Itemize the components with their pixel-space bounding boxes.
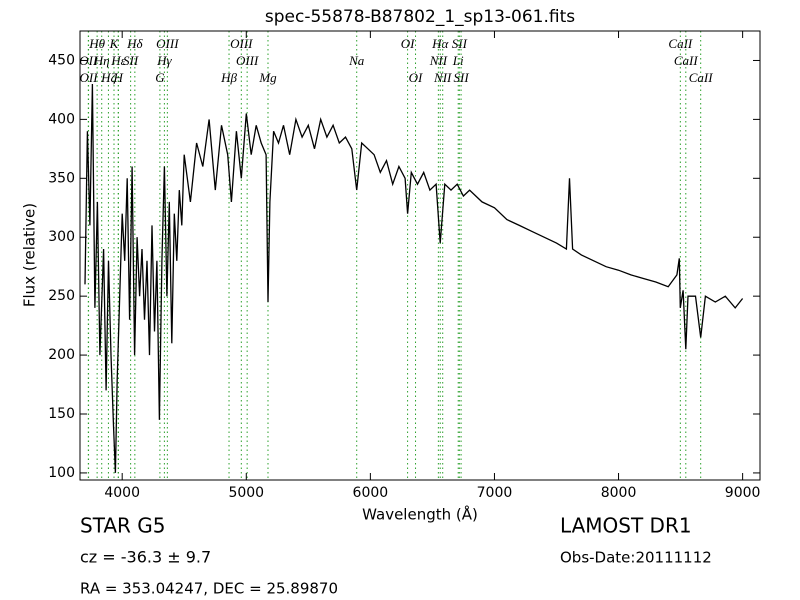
x-tick-label: 4000 — [104, 485, 140, 501]
spectral-line-label: Hθ — [88, 36, 105, 51]
x-tick-label: 7000 — [477, 485, 513, 501]
spectral-line-label: SII — [123, 53, 139, 68]
spectral-line-label: SII — [453, 70, 469, 85]
plot-frame — [79, 30, 761, 481]
coordinates: RA = 353.04247, DEC = 25.89870 — [80, 580, 338, 598]
spectral-line-label: CaII — [668, 36, 693, 51]
y-tick-label: 250 — [48, 288, 75, 304]
spectral-line-label: Hε — [110, 53, 126, 68]
x-tick-label: 9000 — [725, 485, 761, 501]
x-axis-label: Wavelength (Å) — [362, 505, 478, 524]
spectral-line-label: Hη — [93, 53, 110, 68]
spectral-line-label: Hβ — [220, 70, 237, 85]
spectral-line-label: OII — [79, 53, 98, 68]
spectral-line-label: Hα — [431, 36, 449, 51]
object-class: STAR G5 — [80, 514, 166, 538]
spectral-line-label: SII — [452, 36, 468, 51]
y-tick-label: 300 — [48, 229, 75, 245]
spectral-line-label: OIII — [236, 53, 259, 68]
spectral-line-label: Mg — [258, 70, 277, 85]
y-tick-label: 150 — [48, 406, 75, 422]
x-tick-label: 8000 — [601, 485, 637, 501]
spectral-line-label: OIII — [230, 36, 253, 51]
spectral-line-label: NII — [433, 70, 452, 85]
spectral-line-label: OII — [80, 70, 99, 85]
redshift: cz = -36.3 ± 9.7 — [80, 548, 211, 567]
spectral-line-label: OI — [409, 70, 423, 85]
y-tick-label: 100 — [48, 465, 75, 481]
y-axis-label: Flux (relative) — [21, 203, 39, 307]
spectral-line-label: CaII — [689, 70, 714, 85]
spectrum-line — [84, 83, 744, 473]
x-tick-label: 5000 — [228, 485, 264, 501]
chart-title: spec-55878-B87802_1_sp13-061.fits — [265, 7, 575, 27]
spectral-line-label: Hγ — [156, 53, 172, 68]
x-tick-label: 6000 — [353, 485, 389, 501]
spectral-line-label: Na — [348, 53, 365, 68]
spectral-line-label: CaII — [674, 53, 699, 68]
y-tick-label: 400 — [48, 111, 75, 127]
spectral-line-label: OI — [401, 36, 415, 51]
spectral-line-label: H — [113, 70, 124, 85]
y-tick-label: 350 — [48, 170, 75, 186]
spectral-line-label: G — [155, 70, 165, 85]
obs-date: Obs-Date:20111112 — [560, 549, 712, 567]
spectral-line-label: K — [109, 36, 120, 51]
y-tick-label: 450 — [48, 52, 75, 68]
spectral-line-label: Li — [452, 53, 464, 68]
spectral-line-label: NII — [429, 53, 448, 68]
spectral-line-label: OIII — [156, 36, 179, 51]
y-tick-label: 200 — [48, 347, 75, 363]
survey: LAMOST DR1 — [560, 514, 692, 538]
spectral-line-label: Hζ — [100, 70, 116, 85]
spectral-line-label: Hδ — [126, 36, 143, 51]
